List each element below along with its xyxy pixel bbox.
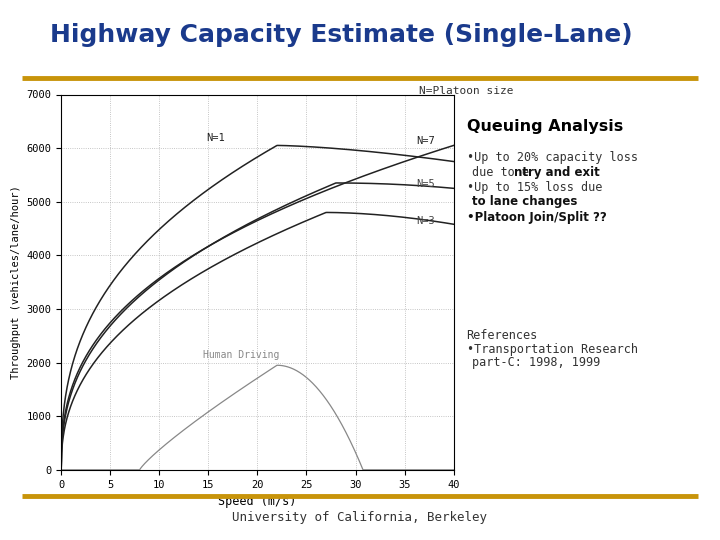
Text: N=3: N=3 — [416, 215, 435, 226]
Text: N=1: N=1 — [207, 133, 225, 143]
Text: •Platoon Join/Split ??: •Platoon Join/Split ?? — [467, 211, 606, 224]
Text: to lane changes: to lane changes — [472, 195, 577, 208]
Text: Human Driving: Human Driving — [204, 350, 280, 360]
Text: N=Platoon size: N=Platoon size — [419, 86, 514, 97]
Text: Queuing Analysis: Queuing Analysis — [467, 119, 623, 134]
Text: part-C: 1998, 1999: part-C: 1998, 1999 — [472, 356, 600, 369]
Text: due to e: due to e — [472, 166, 529, 179]
Text: University of California, Berkeley: University of California, Berkeley — [233, 511, 487, 524]
X-axis label: Speed (m/s): Speed (m/s) — [218, 495, 297, 508]
Text: N=7: N=7 — [416, 136, 435, 146]
Y-axis label: Throughput (vehicles/lane/hour): Throughput (vehicles/lane/hour) — [11, 185, 21, 379]
Text: References: References — [467, 329, 538, 342]
Text: N=5: N=5 — [416, 179, 435, 188]
Text: •Up to 20% capacity loss: •Up to 20% capacity loss — [467, 151, 638, 164]
Text: ntry and exit: ntry and exit — [514, 166, 600, 179]
Text: •Up to 15% loss due: •Up to 15% loss due — [467, 181, 602, 194]
Text: •Transportation Research: •Transportation Research — [467, 343, 638, 356]
Text: Highway Capacity Estimate (Single-Lane): Highway Capacity Estimate (Single-Lane) — [50, 23, 633, 47]
